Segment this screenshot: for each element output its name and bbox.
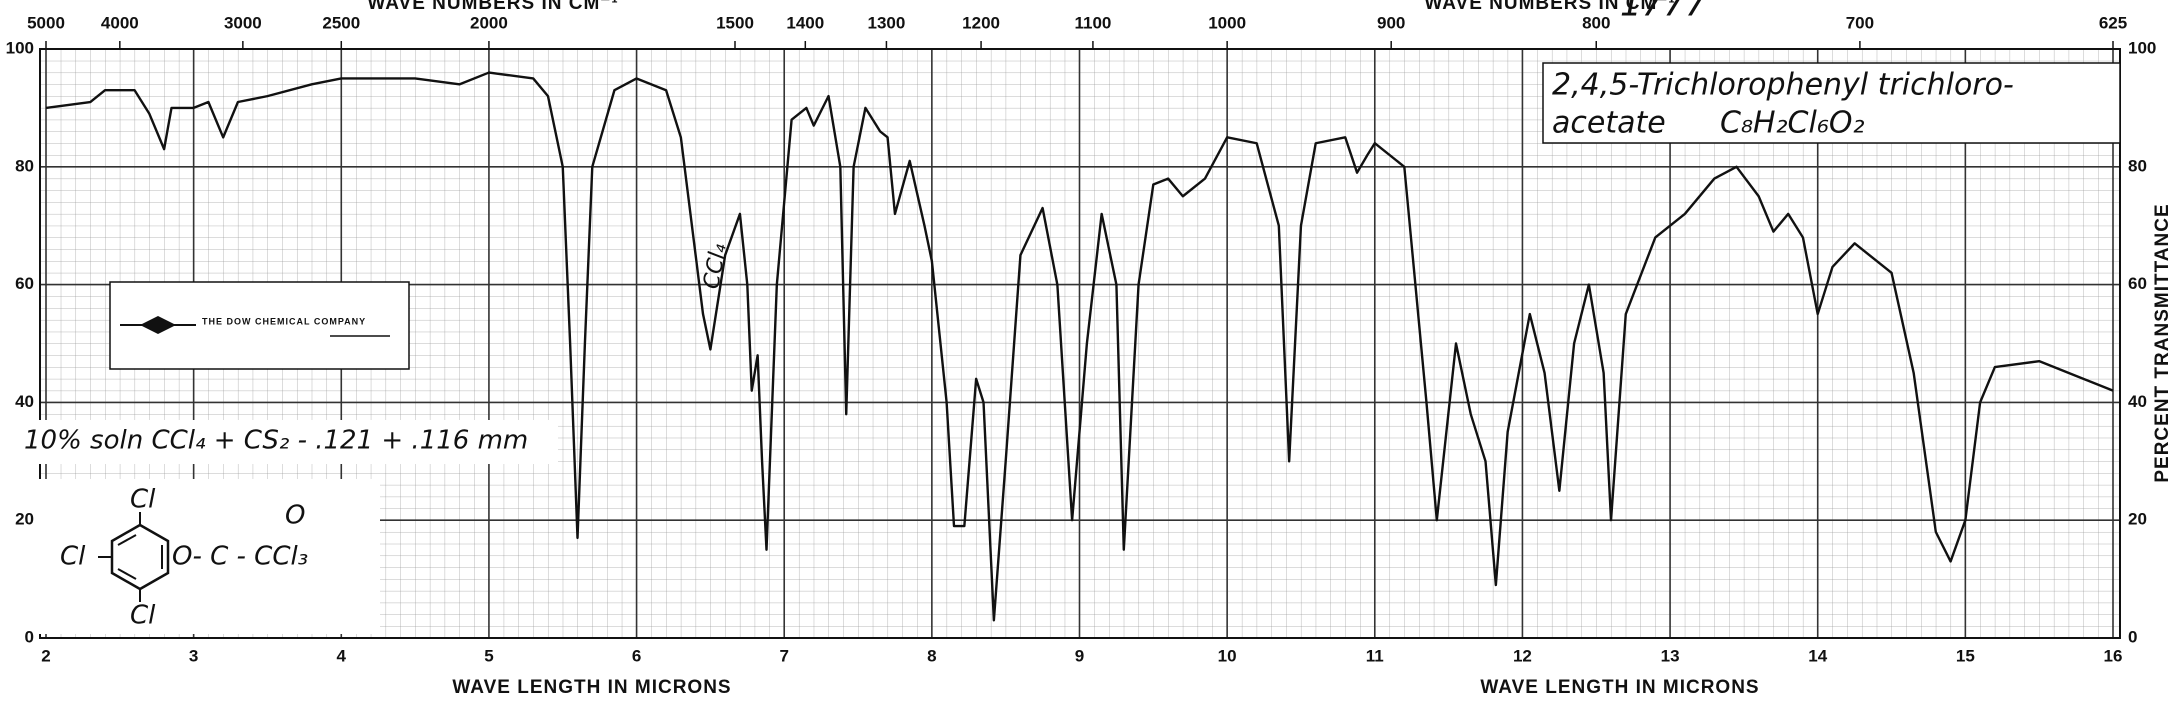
- sample-note-bg: [18, 420, 558, 464]
- y-tick-label-right: 60: [2128, 274, 2147, 293]
- x2-tick-label: 625: [2099, 13, 2127, 32]
- y-tick-label-right: 40: [2128, 392, 2147, 411]
- structure-label: O- C - CCl₃: [172, 542, 308, 572]
- company-name: THE DOW CHEMICAL COMPANY: [202, 316, 366, 326]
- x-axis-label: WAVE LENGTH IN MICRONS: [1480, 677, 1759, 698]
- x2-tick-label: 2500: [322, 13, 360, 32]
- x-tick-label: 8: [927, 646, 936, 665]
- x2-tick-label: 3000: [224, 13, 262, 32]
- id-mark: 1777: [1620, 0, 1707, 25]
- x-tick-label: 15: [1956, 646, 1975, 665]
- line-layer: [45, 71, 2114, 622]
- structure-box: [7, 479, 380, 634]
- x2-tick-label: 1300: [868, 13, 906, 32]
- ring-bond: [117, 534, 137, 546]
- x2-tick-label: 1200: [962, 13, 1000, 32]
- y-tick-label: 80: [15, 156, 34, 175]
- x-tick-label: 6: [632, 646, 641, 665]
- x-tick-label: 12: [1513, 646, 1532, 665]
- spectrum-line: [45, 71, 2114, 622]
- x2-tick-label: 1500: [716, 13, 754, 32]
- x-tick-label: 3: [189, 646, 198, 665]
- y-tick-label: 60: [15, 274, 34, 293]
- sample-note: 10% soln CCl₄ + CS₂ - .121 + .116 mm: [24, 426, 528, 456]
- x2-tick-label: 900: [1377, 13, 1405, 32]
- x-tick-label: 16: [2104, 646, 2123, 665]
- ring-bond: [117, 568, 137, 580]
- x2-tick-label: 2000: [470, 13, 508, 32]
- x-tick-label: 11: [1366, 646, 1384, 665]
- x-tick-label: 4: [337, 646, 347, 665]
- formula: C₈H₂Cl₆O₂: [1720, 106, 1865, 141]
- y-tick-label: 20: [15, 510, 34, 529]
- grid-layer: [40, 48, 2120, 639]
- chart-title: 2,4,5-Trichlorophenyl trichloro-: [1552, 68, 2014, 103]
- x2-tick-label: 1100: [1074, 13, 1111, 32]
- structure-label: Cl: [60, 542, 86, 572]
- x-tick-label: 10: [1218, 646, 1237, 665]
- structure-label: Cl: [130, 485, 156, 515]
- structure-label: Cl: [130, 601, 156, 631]
- company-box: [109, 281, 410, 370]
- x2-tick-label: 5000: [27, 13, 65, 32]
- x2-axis-label: WAVE NUMBERS IN CM⁻¹: [1424, 0, 1675, 14]
- x2-tick-label: 1400: [786, 13, 824, 32]
- x2-tick-label: 4000: [101, 13, 139, 32]
- plot-frame: [39, 48, 2121, 639]
- x-tick-label: 7: [779, 646, 788, 665]
- x-tick-label: 2: [41, 646, 50, 665]
- y-tick-label: 100: [6, 38, 34, 57]
- x-tick-label: 13: [1661, 646, 1680, 665]
- y-tick-label-right: 100: [2128, 38, 2156, 57]
- y-tick-label-right: 80: [2128, 156, 2147, 175]
- structure-label: O: [285, 501, 305, 531]
- x-tick-label: 9: [1075, 646, 1084, 665]
- x-tick-label: 5: [484, 646, 493, 665]
- x2-tick-label: 800: [1582, 13, 1610, 32]
- x-tick-label: 14: [1808, 646, 1827, 665]
- y-tick-label: 0: [25, 627, 34, 646]
- y-tick-label-right: 20: [2128, 510, 2147, 529]
- y-axis-label: PERCENT TRANSMITTANCE: [2152, 203, 2173, 482]
- title-box: [1542, 62, 2121, 144]
- x2-tick-label: 700: [1846, 13, 1874, 32]
- x2-tick-label: 1000: [1208, 13, 1246, 32]
- y-tick-label: 40: [15, 392, 34, 411]
- y-tick-label-right: 0: [2128, 627, 2137, 646]
- x2-axis-label: WAVE NUMBERS IN CM⁻¹: [367, 0, 618, 14]
- x-axis-label: WAVE LENGTH IN MICRONS: [452, 677, 731, 698]
- chart-title-line2: acetate: [1552, 106, 1666, 141]
